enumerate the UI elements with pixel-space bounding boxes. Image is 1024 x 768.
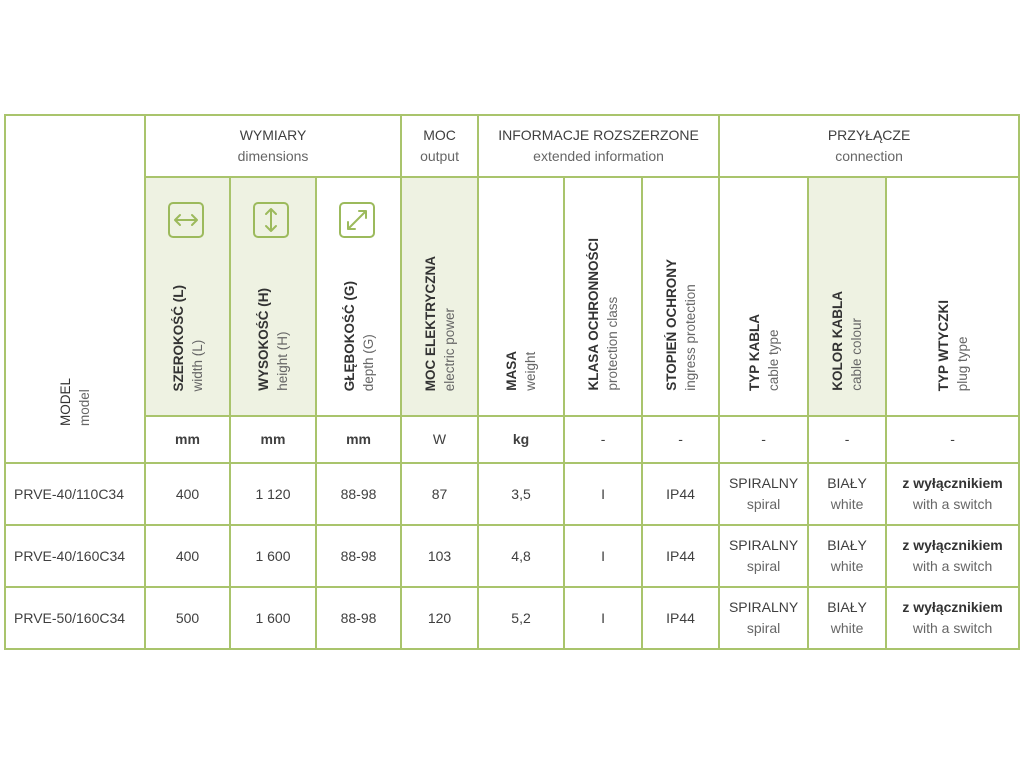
cell-height: 1 600 xyxy=(229,586,317,650)
cell-width: 400 xyxy=(144,462,231,526)
group-extended-info: INFORMACJE ROZSZERZONE extended informati… xyxy=(477,114,721,178)
column-header: MASA weight xyxy=(477,176,566,417)
cell-ip: IP44 xyxy=(641,462,721,526)
horizontal-arrow-icon xyxy=(167,202,204,238)
cell-width: 400 xyxy=(144,524,231,588)
unit-cell: mm xyxy=(229,415,317,464)
cell-power: 87 xyxy=(400,462,480,526)
column-header: TYP WTYCZKI plug type xyxy=(885,176,1021,417)
table-row: PRVE-40/160C34 400 1 600 88-98 103 4,8 I IP44 SP… xyxy=(4,524,1021,588)
unit-cell: - xyxy=(641,415,721,464)
cell-power: 103 xyxy=(400,524,480,588)
column-header: TYP KABLA cable type xyxy=(718,176,810,417)
unit-cell: - xyxy=(718,415,810,464)
cell-class: I xyxy=(563,524,644,588)
cell-height: 1 600 xyxy=(229,524,317,588)
unit-cell: - xyxy=(807,415,888,464)
cell-cable: SPIRALNY spiral xyxy=(718,524,810,588)
cell-colour: BIAŁY white xyxy=(807,586,888,650)
cell-cable: SPIRALNY spiral xyxy=(718,586,810,650)
cell-plug: z wyłącznikiem with a switch xyxy=(885,462,1021,526)
diagonal-arrow-icon xyxy=(338,202,375,238)
cell-class: I xyxy=(563,586,644,650)
cell-model: PRVE-40/110C34 xyxy=(4,462,146,526)
column-header: WYSOKOŚĆ (H) height (H) xyxy=(229,176,317,417)
column-header: GŁĘBOKOŚĆ (G) depth (G) xyxy=(314,176,403,417)
unit-cell: mm xyxy=(144,415,231,464)
table-row: PRVE-40/110C34 400 1 120 88-98 87 3,5 I IP44 SPI… xyxy=(4,462,1021,526)
unit-cell: kg xyxy=(477,415,566,464)
unit-cell: - xyxy=(885,415,1021,464)
cell-depth: 88-98 xyxy=(314,524,403,588)
group-output: MOC output xyxy=(400,114,480,178)
cell-model: PRVE-50/160C34 xyxy=(4,586,146,650)
cell-depth: 88-98 xyxy=(314,462,403,526)
cell-weight: 4,8 xyxy=(477,524,566,588)
cell-weight: 5,2 xyxy=(477,586,566,650)
cell-ip: IP44 xyxy=(641,586,721,650)
unit-cell: mm xyxy=(314,415,403,464)
cell-colour: BIAŁY white xyxy=(807,524,888,588)
unit-cell: - xyxy=(563,415,644,464)
column-header: MOC ELEKTRYCZNA electric power xyxy=(400,176,480,417)
cell-cable: SPIRALNY spiral xyxy=(718,462,810,526)
cell-class: I xyxy=(563,462,644,526)
cell-height: 1 120 xyxy=(229,462,317,526)
cell-model: PRVE-40/160C34 xyxy=(4,524,146,588)
group-connection: PRZYŁĄCZE connection xyxy=(718,114,1021,178)
column-header: KOLOR KABLA cable colour xyxy=(807,176,888,417)
table-row: PRVE-50/160C34 500 1 600 88-98 120 5,2 I IP44 SP… xyxy=(4,586,1021,650)
unit-cell: W xyxy=(400,415,480,464)
cell-width: 500 xyxy=(144,586,231,650)
cell-colour: BIAŁY white xyxy=(807,462,888,526)
column-header: KLASA OCHRONNOŚCI protection class xyxy=(563,176,644,417)
column-header: STOPIEŃ OCHRONY ingress protection xyxy=(641,176,721,417)
group-dimensions: WYMIARY dimensions xyxy=(143,114,403,178)
model-header: MODEL model xyxy=(4,114,146,464)
cell-plug: z wyłącznikiem with a switch xyxy=(885,524,1021,588)
column-header: SZEROKOŚĆ (L) width (L) xyxy=(144,176,231,417)
cell-weight: 3,5 xyxy=(477,462,566,526)
cell-power: 120 xyxy=(400,586,480,650)
cell-plug: z wyłącznikiem with a switch xyxy=(885,586,1021,650)
vertical-arrow-icon xyxy=(253,202,289,238)
cell-depth: 88-98 xyxy=(314,586,403,650)
spec-table: MODEL model WYMIARY dimensions MOC output I… xyxy=(4,114,1021,650)
cell-ip: IP44 xyxy=(641,524,721,588)
